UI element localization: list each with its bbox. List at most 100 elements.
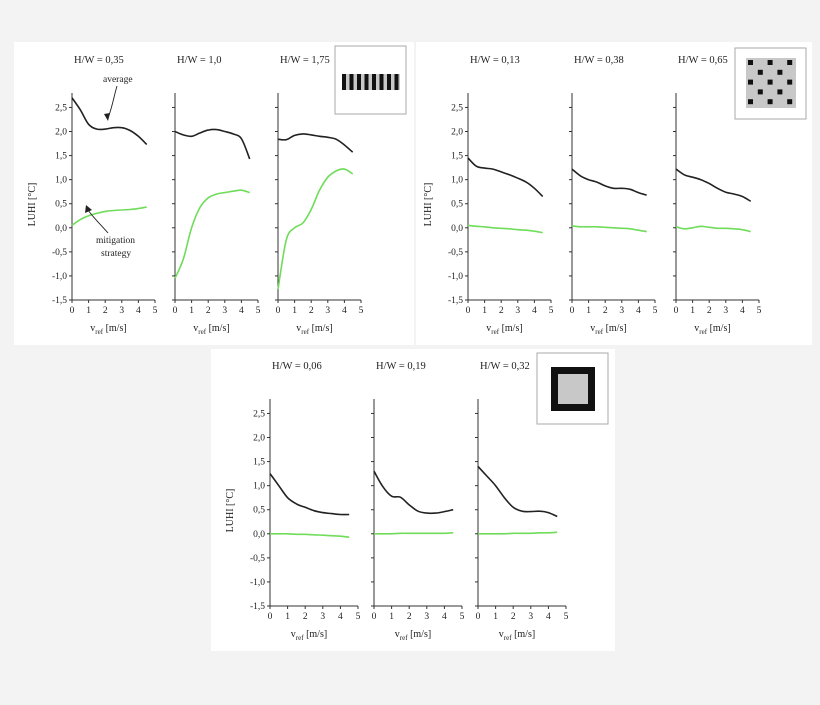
icon-ground bbox=[342, 74, 400, 90]
x-axis-label: vref [m/s] bbox=[499, 629, 535, 642]
chart-title: H/W = 0,32 bbox=[480, 361, 530, 372]
x-tick-label: 1 bbox=[690, 306, 695, 316]
x-tick-label: 1 bbox=[493, 612, 498, 622]
x-tick-label: 0 bbox=[372, 612, 377, 622]
staggered-blocks-icon bbox=[734, 47, 807, 120]
icon-block-building bbox=[777, 89, 783, 95]
x-tick-label: 4 bbox=[740, 306, 745, 316]
x-tick-label: 5 bbox=[757, 306, 762, 316]
x-tick-label: 0 bbox=[268, 612, 273, 622]
icon-block-building bbox=[787, 60, 793, 65]
x-axis-label-sub: ref bbox=[198, 328, 206, 336]
y-axis-label: LUHI [°C] bbox=[27, 183, 38, 227]
y-tick-label: 1,5 bbox=[253, 458, 265, 468]
chart-title: H/W = 1,0 bbox=[177, 55, 222, 66]
x-axis-label-sub: ref bbox=[504, 634, 512, 642]
y-tick-label: 0,0 bbox=[253, 530, 265, 540]
y-tick-label: 2,5 bbox=[451, 103, 463, 113]
icon-block-building bbox=[748, 60, 753, 65]
chart-title: H/W = 0,06 bbox=[272, 361, 322, 372]
x-axis-label-unit: [m/s] bbox=[304, 629, 328, 640]
mitigation-line bbox=[571, 225, 647, 233]
y-tick-label: -1,5 bbox=[52, 296, 67, 306]
chart-3: 0 1 2 3 4 5 vref [m/s] H/W = 1,75 bbox=[275, 55, 364, 336]
average-line bbox=[571, 168, 647, 196]
x-axis-label-main: v bbox=[193, 323, 198, 334]
x-tick-label: 0 bbox=[476, 612, 481, 622]
icon-courtyard-yard bbox=[558, 374, 588, 404]
x-axis-label-sub: ref bbox=[296, 634, 304, 642]
chart-1: -1,5 -1,0 -0,5 0,0 0,5 1,0 1,5 2,0 2,5 0 1 2 3 4 5 vref… bbox=[27, 55, 158, 336]
x-tick-label: 3 bbox=[528, 612, 533, 622]
chart-2: 0 1 2 3 4 5 vref [m/s] H/W = 1,0 bbox=[172, 55, 261, 336]
x-tick-label: 4 bbox=[342, 306, 347, 316]
x-tick-label: 5 bbox=[653, 306, 658, 316]
x-axis-label: vref [m/s] bbox=[193, 323, 229, 336]
x-axis-label: vref [m/s] bbox=[296, 323, 332, 336]
x-tick-label: 3 bbox=[222, 306, 227, 316]
chart-title: H/W = 0,35 bbox=[74, 55, 124, 66]
x-tick-label: 5 bbox=[356, 612, 361, 622]
x-axis-label-main: v bbox=[395, 629, 400, 640]
mitigation-line bbox=[71, 206, 147, 227]
x-axis-label-sub: ref bbox=[301, 328, 309, 336]
x-tick-label: 2 bbox=[407, 612, 412, 622]
icon-block-building bbox=[748, 79, 753, 85]
y-tick-label: 0,0 bbox=[451, 224, 463, 234]
x-axis-label-unit: [m/s] bbox=[499, 323, 523, 334]
chart-6: 0 1 2 3 4 5 vref [m/s] H/W = 0,65 bbox=[673, 55, 762, 336]
annotation-strategy: strategy bbox=[101, 249, 131, 259]
y-tick-label: -0,5 bbox=[52, 248, 67, 258]
icon-row-building bbox=[387, 74, 391, 90]
average-line bbox=[675, 168, 752, 202]
y-tick-label: 0,5 bbox=[451, 200, 463, 210]
icon-block-building bbox=[787, 99, 793, 105]
x-axis-label-main: v bbox=[694, 323, 699, 334]
x-axis-label: vref [m/s] bbox=[694, 323, 730, 336]
chart-title: H/W = 0,13 bbox=[470, 55, 520, 66]
x-tick-label: 2 bbox=[103, 306, 108, 316]
y-tick-label: -1,0 bbox=[448, 272, 463, 282]
x-axis-label-unit: [m/s] bbox=[512, 629, 536, 640]
icon-block-building bbox=[757, 69, 763, 75]
y-tick-label: -0,5 bbox=[250, 554, 265, 564]
y-tick-label: -1,0 bbox=[52, 272, 67, 282]
row-canyon-icon bbox=[334, 45, 407, 115]
annotation-average-arrowhead bbox=[104, 113, 110, 121]
y-tick-label: -0,5 bbox=[448, 248, 463, 258]
x-tick-label: 5 bbox=[153, 306, 158, 316]
icon-block-building bbox=[757, 89, 763, 95]
x-tick-label: 2 bbox=[309, 306, 314, 316]
x-axis-label-main: v bbox=[296, 323, 301, 334]
x-tick-label: 2 bbox=[511, 612, 516, 622]
average-line bbox=[277, 133, 354, 153]
mitigation-line bbox=[277, 168, 354, 290]
x-tick-label: 2 bbox=[303, 612, 308, 622]
x-axis-label-sub: ref bbox=[595, 328, 603, 336]
x-tick-label: 1 bbox=[586, 306, 591, 316]
x-tick-label: 1 bbox=[482, 306, 487, 316]
chart-title: H/W = 0,38 bbox=[574, 55, 624, 66]
x-tick-label: 0 bbox=[570, 306, 575, 316]
average-line bbox=[467, 157, 544, 198]
x-tick-label: 2 bbox=[603, 306, 608, 316]
average-line bbox=[269, 473, 350, 516]
annotation-mitigation-arrow bbox=[87, 209, 109, 234]
icon-block-building bbox=[777, 69, 783, 75]
x-axis-label-main: v bbox=[90, 323, 95, 334]
chart-8: 0 1 2 3 4 5 vref [m/s] H/W = 0,19 bbox=[371, 361, 465, 642]
x-tick-label: 4 bbox=[239, 306, 244, 316]
x-tick-label: 0 bbox=[70, 306, 75, 316]
y-tick-label: -1,5 bbox=[448, 296, 463, 306]
x-axis-label-main: v bbox=[486, 323, 491, 334]
x-tick-label: 3 bbox=[619, 306, 624, 316]
mitigation-line bbox=[174, 189, 250, 279]
icon-block-building bbox=[767, 99, 773, 105]
x-axis-label-main: v bbox=[590, 323, 595, 334]
x-tick-label: 3 bbox=[515, 306, 520, 316]
y-tick-label: 1,0 bbox=[55, 176, 67, 186]
icon-row-building bbox=[349, 74, 354, 90]
icon-row-building bbox=[342, 74, 346, 90]
x-tick-label: 2 bbox=[499, 306, 504, 316]
